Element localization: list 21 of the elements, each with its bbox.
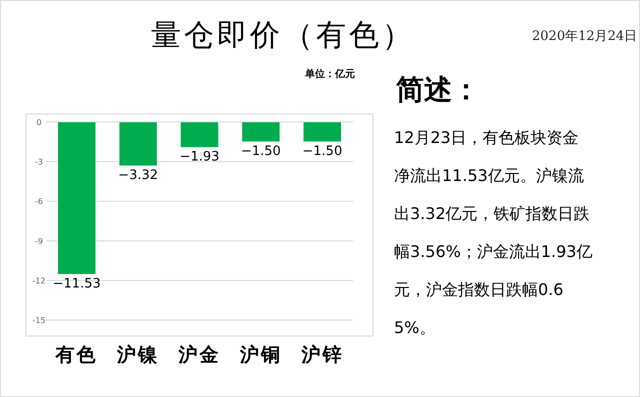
- y-tick-label: -6: [35, 197, 43, 206]
- text: 12月23日，有色板块资金净流出11.53亿元。沪镍流出3.32亿元，铁矿指数日跌幅3.56%；沪金流出1.93亿元，沪金指数日跌幅0.65%。: [394, 127, 594, 339]
- data-label: −1.50: [240, 144, 281, 159]
- y-tick-label: -12: [32, 276, 46, 286]
- text: 简述：: [396, 72, 480, 108]
- data-label: −1.93: [180, 149, 220, 164]
- text: 单位：亿元: [305, 68, 355, 81]
- chart-title: 量仓即价（有色）: [151, 17, 415, 55]
- data-label: −1.50: [302, 144, 342, 159]
- x-tick-label: 沪金: [178, 344, 220, 366]
- x-tick-label: 沪锌: [300, 344, 344, 366]
- data-label: −11.53: [52, 276, 101, 292]
- x-tick-label: 有色: [54, 344, 98, 366]
- y-tick-label: 0: [36, 118, 42, 127]
- data-label: −3.32: [118, 168, 158, 183]
- x-tick-label: 沪铜: [238, 344, 282, 366]
- y-tick-label: -9: [35, 236, 43, 246]
- y-tick-label: -15: [32, 316, 46, 326]
- y-tick-label: -3: [35, 158, 43, 167]
- x-tick-label: 沪镍: [116, 344, 160, 366]
- text: 2020年12月24日: [532, 28, 638, 45]
